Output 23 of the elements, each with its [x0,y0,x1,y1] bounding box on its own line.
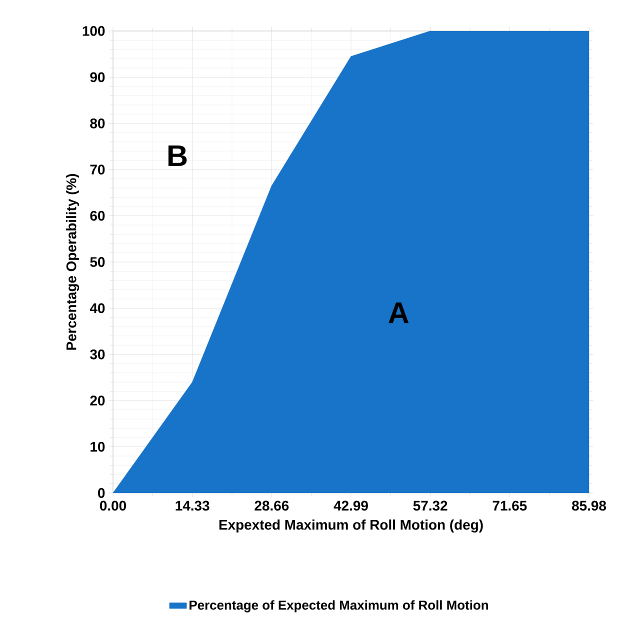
y-tick-label: 20 [90,396,105,406]
x-tick-label: 28.66 [254,500,289,511]
y-tick-label: 100 [82,26,105,36]
y-tick-label: 30 [90,349,105,360]
y-axis-title: Percentage Operability (%) [66,174,80,350]
y-tick-label: 40 [90,303,105,314]
y-tick-label: 90 [90,72,105,82]
x-tick-label: 57.32 [413,500,448,511]
x-tick-label: 0.00 [100,500,126,511]
y-tick-label: 0 [98,488,105,498]
x-tick-label: 42.99 [334,500,368,511]
x-tick-label: 71.65 [492,500,527,511]
y-tick-label: 80 [90,118,105,128]
x-axis-title: Expexted Maximum of Roll Motion (deg) [219,519,483,533]
legend-label: Percentage of Expected Maximum of Roll Motion [190,600,488,612]
x-tick-label: 85.98 [572,500,606,511]
y-tick-label: 70 [90,164,105,175]
annotation: B [168,145,187,166]
annotation: A [388,302,409,324]
y-tick-label: 60 [90,210,105,221]
x-tick-label: 14.33 [176,500,210,511]
y-tick-label: 50 [90,257,105,267]
y-tick-label: 10 [90,442,105,452]
